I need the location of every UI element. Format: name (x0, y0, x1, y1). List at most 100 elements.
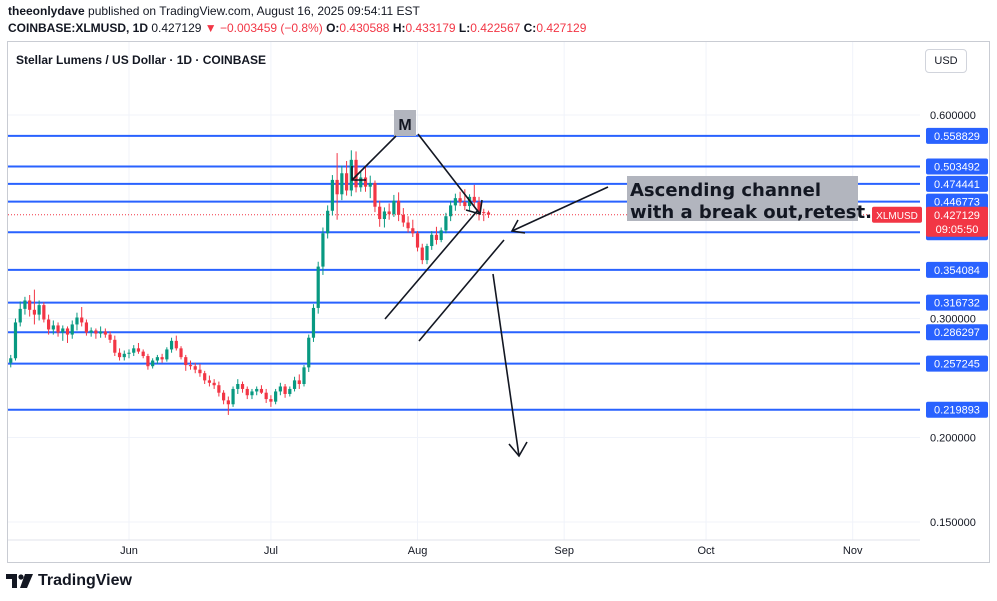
candle-body (146, 356, 150, 367)
candle-body (326, 210, 330, 234)
publish-line: theeonlydave published on TradingView.co… (8, 4, 420, 18)
x-tick-label: Oct (697, 545, 714, 557)
candle-body (420, 247, 424, 261)
symbol-tag-label: XLMUSD (876, 211, 918, 222)
candle-body (193, 366, 197, 370)
candle-body (18, 308, 22, 323)
candle-body (439, 230, 443, 240)
candle-body (160, 357, 164, 360)
level-tag-label: 0.257245 (934, 359, 980, 371)
level-tag-label: 0.558829 (934, 131, 980, 143)
candle-body (113, 339, 117, 353)
x-tick-label: Sep (554, 545, 574, 557)
arrow-line (351, 135, 397, 181)
candle-body (217, 385, 221, 393)
tradingview-logo-icon (6, 574, 33, 588)
annotation-channel-line2: with a break out,retest. (630, 202, 872, 223)
candle-body (236, 384, 240, 389)
countdown-label: 09:05:50 (936, 224, 979, 236)
level-tag-label: 0.354084 (934, 265, 980, 277)
candle-body (155, 357, 159, 361)
candle-body (70, 324, 74, 335)
candle-body (127, 352, 131, 354)
candle-body (269, 399, 273, 402)
candle-body (368, 182, 372, 187)
candle-body (212, 382, 216, 386)
candle-body (283, 386, 287, 394)
candle-body (250, 391, 254, 396)
arrow-head (465, 199, 483, 216)
candle-body (174, 340, 178, 349)
candle-body (430, 234, 434, 247)
candle-body (9, 358, 13, 363)
chart-frame (7, 41, 990, 563)
candle-body (13, 322, 18, 359)
y-tick-label: 0.150000 (930, 517, 976, 529)
level-tag (926, 355, 988, 372)
candle-body (264, 392, 268, 400)
published-text: published on TradingView.com, August 16,… (88, 4, 420, 18)
candle-body (61, 328, 65, 333)
projection-arrow-line (492, 273, 520, 457)
candle-body (321, 233, 325, 267)
candle-body (434, 234, 439, 240)
candle-body (169, 340, 174, 350)
candle-body (117, 352, 122, 358)
candle-body (340, 173, 344, 195)
ohlc-line: COINBASE:XLMUSD, 1D 0.427129 ▼ −0.003459… (8, 21, 586, 35)
candle-body (245, 388, 249, 396)
candle-body (453, 198, 457, 206)
candle-body (335, 179, 339, 195)
open-value: 0.430588 (339, 21, 390, 35)
annotation-m-box (394, 110, 416, 136)
candle-body (188, 365, 193, 367)
y-tick-label: 0.300000 (930, 314, 976, 326)
x-tick-label: Jun (120, 545, 138, 557)
low-value: 0.422567 (470, 21, 521, 35)
candle-body (179, 348, 183, 358)
candle-body (311, 307, 316, 338)
candle-body (46, 319, 51, 330)
currency-button[interactable]: USD (925, 49, 967, 73)
candle-body (259, 388, 264, 393)
candle-body (382, 211, 387, 220)
arrow-head (510, 219, 526, 234)
candle-body (387, 211, 391, 215)
level-tag-label: 0.503492 (934, 161, 980, 173)
level-tag (926, 127, 988, 144)
candle-body (184, 357, 188, 366)
candle-body (226, 400, 230, 405)
tradingview-logo[interactable]: TradingView (6, 572, 132, 590)
candle-body (37, 305, 41, 315)
candle-body (255, 388, 259, 392)
level-tag (926, 401, 988, 418)
candle-body (94, 330, 98, 334)
candle-body (165, 349, 169, 360)
arrow-line (511, 186, 609, 232)
candle-body (444, 216, 448, 231)
level-tag (926, 158, 988, 175)
candle-body (354, 159, 358, 188)
candle-body (136, 348, 141, 352)
candle-body (99, 331, 103, 334)
level-tag-label: 0.474441 (934, 179, 980, 191)
candle-body (75, 317, 79, 325)
candle-body (316, 266, 320, 308)
annotation-m-label: M (398, 117, 411, 134)
candle-body (42, 305, 46, 320)
candle-body (132, 348, 136, 353)
level-tag (926, 261, 988, 278)
candle-body (482, 212, 486, 214)
candle-body (207, 380, 212, 383)
candle-body (477, 202, 481, 213)
candle-body (292, 380, 297, 389)
annotation-channel-box (627, 176, 858, 221)
level-tag-label: 0.286297 (934, 327, 980, 339)
candle-body (240, 384, 245, 389)
arrow-head (351, 166, 366, 181)
x-tick-label: Jul (264, 545, 278, 557)
candle-body (392, 200, 396, 215)
candle-body (425, 246, 429, 261)
y-tick-label: 0.600000 (930, 110, 976, 122)
